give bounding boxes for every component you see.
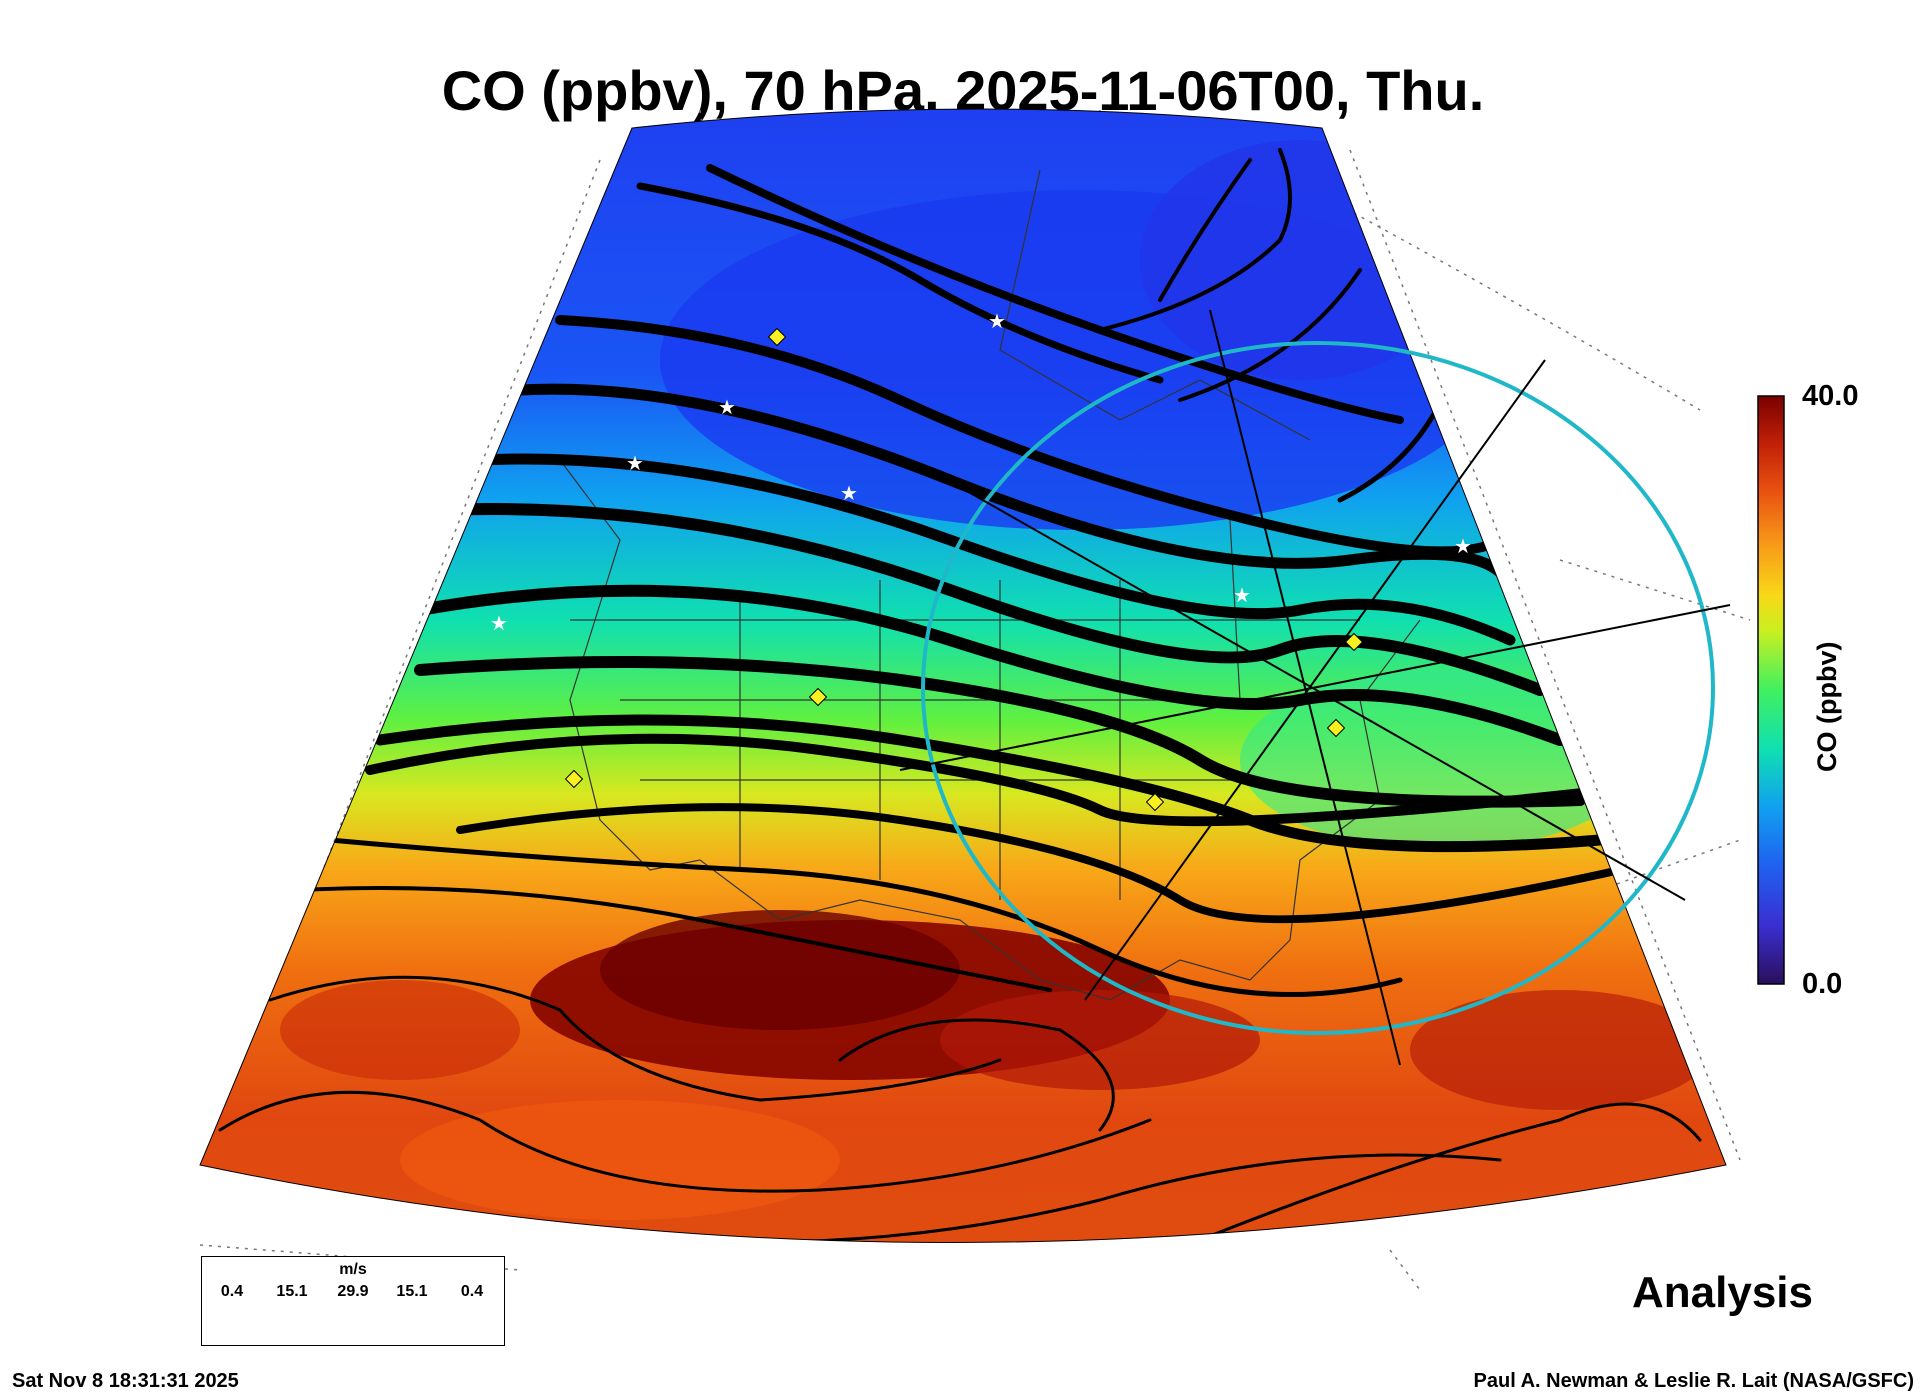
svg-text:★: ★ <box>840 481 858 505</box>
svg-text:★: ★ <box>1233 583 1251 607</box>
wind-legend-value: 0.4 <box>220 1283 244 1300</box>
svg-text:★: ★ <box>490 611 508 635</box>
wind-legend-unit: m/s <box>339 1261 367 1278</box>
svg-text:★: ★ <box>1454 534 1472 558</box>
wind-legend: m/s 0.4 15.1 29.9 15.1 0.4 <box>201 1256 505 1346</box>
station-markers: ★ ★ ★ ★ ★ ★ ★ <box>490 309 1472 812</box>
colorbar-min-label: 0.0 <box>1802 968 1843 1000</box>
wind-legend-value: 15.1 <box>276 1283 308 1300</box>
colorbar <box>1757 395 1785 985</box>
svg-text:★: ★ <box>626 451 644 475</box>
wind-legend-value: 0.4 <box>460 1283 484 1300</box>
colorbar-title: CO (ppbv) <box>1812 641 1842 772</box>
footer-timestamp: Sat Nov 8 18:31:31 2025 <box>12 1370 239 1392</box>
sampling-circle <box>899 309 1731 1066</box>
wind-legend-value: 29.9 <box>337 1283 369 1300</box>
svg-text:★: ★ <box>988 309 1006 333</box>
wind-streamlines <box>218 148 1702 1243</box>
wind-legend-value: 15.1 <box>396 1283 428 1300</box>
svg-text:★: ★ <box>718 395 736 419</box>
footer-credit: Paul A. Newman & Leslie R. Lait (NASA/GS… <box>1473 1370 1914 1392</box>
analysis-label: Analysis <box>1632 1268 1813 1317</box>
colorbar-max-label: 40.0 <box>1802 380 1859 412</box>
